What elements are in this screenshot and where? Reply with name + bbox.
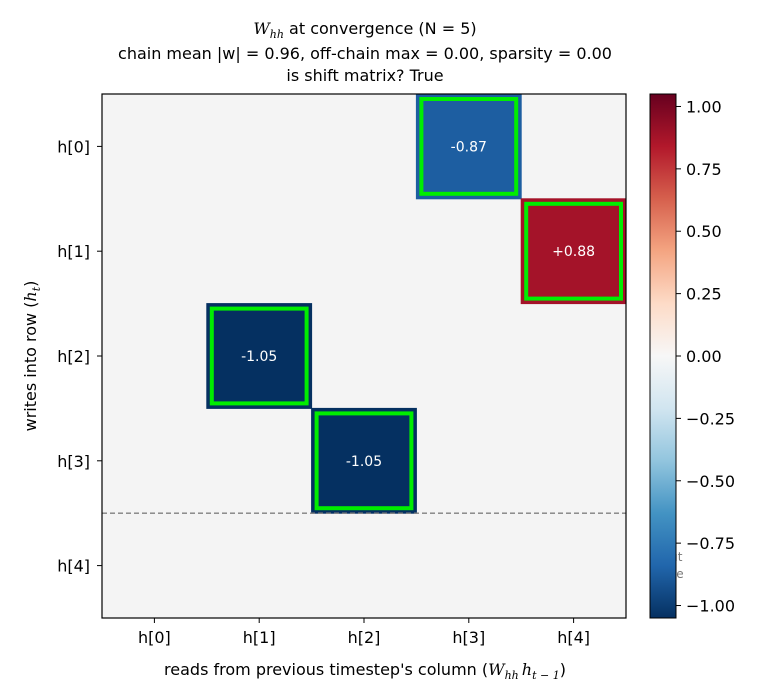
cell-value-label: -1.05 (241, 349, 277, 365)
y-axis-label-h-sub: t (30, 286, 43, 291)
colorbar-tick-label: 0.50 (686, 222, 722, 241)
colorbar-tick-label: −0.75 (686, 534, 735, 553)
y-tick-label: h[2] (57, 347, 90, 366)
y-tick-label: h[1] (57, 242, 90, 261)
cell-value-label: +0.88 (552, 244, 595, 260)
heatmap-cell (415, 93, 522, 200)
colorbar-tick-label: −0.25 (686, 409, 735, 428)
chart-title-line3: is shift matrix? True (286, 66, 444, 85)
x-tick-label: h[2] (348, 628, 381, 647)
chart-title-line1: Whh at convergence (N = 5) (0, 19, 730, 42)
y-tick-label: h[0] (57, 137, 90, 156)
x-axis-label-close: ) (560, 660, 566, 679)
chart-title-line2: chain mean |w| = 0.96, off-chain max = 0… (118, 44, 612, 63)
x-axis-label-h: h (522, 660, 532, 679)
y-tick-label: h[3] (57, 452, 90, 471)
x-axis-label-w-sub: hh (505, 669, 519, 682)
x-axis-label-h-sub: t − 1 (532, 669, 560, 682)
chain-highlight-box (419, 97, 519, 196)
title-rest: at convergence (N = 5) (283, 19, 477, 38)
y-tick-label: h[4] (57, 557, 90, 576)
heatmap-cell (206, 303, 313, 409)
heatmap-background (102, 94, 626, 618)
x-axis-label-w: W (488, 660, 506, 679)
colorbar-gradient (650, 94, 676, 618)
title-matrix-subscript: hh (269, 28, 284, 42)
colorbar-tick-label: 0.25 (686, 285, 722, 304)
cell-value-label: -0.87 (451, 139, 487, 155)
cell-value-label: -1.05 (346, 454, 382, 470)
chain-highlight-box (314, 411, 414, 511)
heatmap-cell (311, 407, 417, 514)
x-tick-label: h[3] (452, 628, 485, 647)
y-axis-label-text: writes into row ( (21, 302, 40, 432)
colorbar-tick-label: 0.75 (686, 160, 722, 179)
colorbar-tick-label: 1.00 (686, 97, 722, 116)
y-axis-label-close: ) (21, 281, 40, 287)
y-axis-label: writes into row (ht) (21, 281, 43, 432)
x-tick-label: h[4] (557, 628, 590, 647)
title-matrix-symbol: W (253, 19, 270, 38)
chain-highlight-box (209, 306, 309, 406)
colorbar: 1.00 0.75 0.50 0.25 0.00 −0.25 −0.50 −0.75 −1.00 (649, 93, 735, 619)
x-tick-label: h[1] (243, 628, 276, 647)
plot-area: -0.87+0.88-1.05-1.05inputstageh[0]h[1]h[… (57, 93, 684, 647)
x-axis-label-text: reads from previous timestep's column ( (164, 660, 488, 679)
colorbar-tick-label: −1.00 (686, 597, 735, 616)
colorbar-tick-label: 0.00 (686, 347, 722, 366)
x-axis-label: reads from previous timestep's column (W… (164, 660, 566, 682)
chain-highlight-box (524, 201, 624, 301)
y-axis-label-h: h (21, 291, 40, 301)
x-tick-label: h[0] (138, 628, 171, 647)
colorbar-tick-label: −0.50 (686, 472, 735, 491)
